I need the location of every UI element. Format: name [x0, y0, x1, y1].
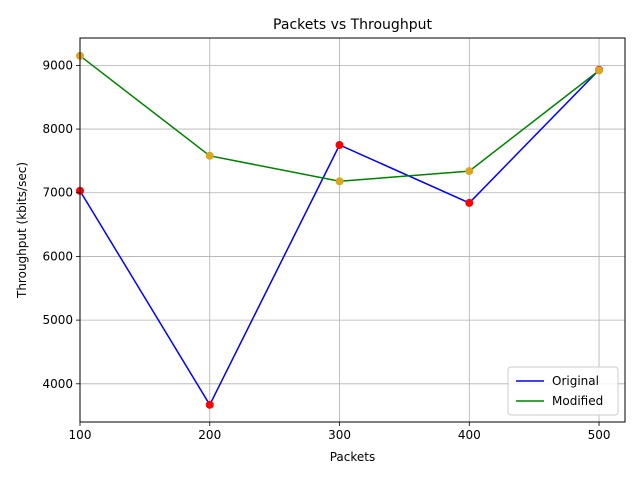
y-tick-label: 8000: [42, 122, 73, 136]
data-point-original: [465, 198, 474, 207]
y-axis-ticks: 4000 5000 6000 7000 8000 9000: [42, 58, 80, 391]
data-point-modified: [205, 151, 214, 160]
data-point-original: [335, 140, 344, 149]
x-tick-label: 400: [458, 428, 481, 442]
y-tick-label: 6000: [42, 249, 73, 263]
chart-title: Packets vs Throughput: [273, 17, 432, 33]
legend-label-original: Original: [552, 374, 599, 388]
x-tick-label: 100: [69, 428, 92, 442]
data-point-modified: [335, 177, 344, 186]
x-axis-label: Packets: [330, 450, 376, 464]
x-tick-label: 200: [198, 428, 221, 442]
y-tick-label: 5000: [42, 313, 73, 327]
data-point-modified: [595, 66, 604, 75]
y-tick-label: 7000: [42, 186, 73, 200]
x-tick-label: 300: [328, 428, 351, 442]
y-tick-label: 4000: [42, 377, 73, 391]
plot-frame: [79, 37, 626, 423]
y-axis-label: Throughput (kbits/sec): [15, 162, 29, 299]
y-tick-label: 9000: [42, 58, 73, 72]
data-point-modified: [465, 167, 474, 176]
x-axis-ticks: 100 200 300 400 500: [69, 422, 611, 442]
legend: Original Modified: [507, 366, 619, 416]
data-point-original: [205, 400, 214, 409]
x-tick-label: 500: [588, 428, 611, 442]
legend-box: [507, 366, 619, 416]
legend-label-modified: Modified: [552, 394, 603, 408]
grid: [79, 38, 625, 422]
